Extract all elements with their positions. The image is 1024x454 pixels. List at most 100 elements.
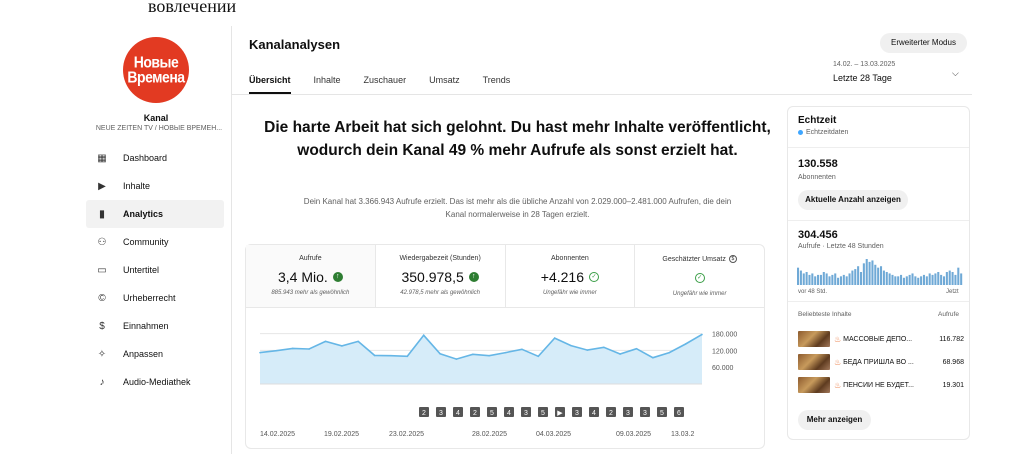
realtime-bar <box>928 273 931 285</box>
realtime-bar <box>842 274 845 285</box>
upload-marker[interactable]: 3 <box>623 407 633 417</box>
copyright-icon: © <box>98 292 106 304</box>
realtime-bar <box>891 274 894 285</box>
realtime-bar <box>848 273 851 285</box>
metric-label-wrap: Wiedergabezeit (Stunden) <box>376 255 505 262</box>
x-tick-label: 13.03.2 <box>671 431 694 438</box>
data-point <box>390 354 392 357</box>
metric-label-wrap: Abonnenten <box>506 255 635 262</box>
metric-value-row: 3,4 Mio. ↑ <box>246 269 375 285</box>
metric-card[interactable]: Abonnenten +4.216 ✓ Ungefähr wie immer <box>506 245 636 307</box>
sidebar-item-urheberrecht[interactable]: © Urheberrecht <box>86 284 224 312</box>
upload-marker[interactable]: 4 <box>589 407 599 417</box>
page-title: Kanalanalysen <box>249 37 341 52</box>
sidebar-item-label: Untertitel <box>123 265 160 275</box>
tab-inhalte[interactable]: Inhalte <box>313 75 341 85</box>
realtime-bar <box>917 277 920 285</box>
data-point <box>602 346 605 349</box>
realtime-bar <box>954 274 957 285</box>
logo-line-2: Времена <box>127 67 185 87</box>
upload-marker[interactable]: 5 <box>538 407 548 417</box>
show-current-count-button[interactable]: Aktuelle Anzahl anzeigen <box>798 190 908 210</box>
sidebar-item-inhalte[interactable]: ▶ Inhalte <box>86 172 224 200</box>
realtime-axis-right: Jetzt <box>946 289 959 295</box>
upload-marker[interactable]: 2 <box>419 407 429 417</box>
sidebar-item-untertitel[interactable]: ▭ Untertitel <box>86 256 224 284</box>
arrow-up-icon: ↑ <box>468 272 479 282</box>
sidebar-item-analytics[interactable]: ▮ Analytics <box>86 200 224 228</box>
tab-umsatz[interactable]: Umsatz <box>429 75 460 85</box>
realtime-bar <box>828 276 831 285</box>
marker-box <box>674 407 684 417</box>
show-more-button[interactable]: Mehr anzeigen <box>798 410 871 430</box>
popular-video-row[interactable]: ♨ МАССОВЫЕ ДЕПО... 116.782 <box>798 331 964 347</box>
sidebar: Новые Времена Kanal NEUE ZEITEN TV / НОВ… <box>86 26 231 454</box>
logo-line-1: Новые <box>133 52 179 72</box>
sidebar-item-anpassen[interactable]: ✧ Anpassen <box>86 340 224 368</box>
realtime-title: Echtzeit <box>798 115 837 126</box>
realtime-bar <box>871 260 874 285</box>
metric-card[interactable]: Wiedergabezeit (Stunden) 350.978,5 ↑ 42.978… <box>376 245 506 307</box>
tab-zuschauer[interactable]: Zuschauer <box>363 75 407 85</box>
upload-marker[interactable]: 6 <box>674 407 684 417</box>
chevron-down-icon[interactable]: ⌵ <box>952 68 959 78</box>
upload-marker[interactable]: 5 <box>487 407 497 417</box>
sidebar-item-label: Community <box>123 237 169 247</box>
upload-marker[interactable]: 3 <box>572 407 582 417</box>
realtime-bar <box>797 267 800 285</box>
date-range-label[interactable]: Letzte 28 Tage <box>833 73 892 83</box>
upload-marker[interactable]: 2 <box>470 407 480 417</box>
upload-marker[interactable]: 2 <box>606 407 616 417</box>
data-point <box>684 343 687 345</box>
video-views: 116.782 <box>939 335 964 343</box>
realtime-bar <box>957 267 960 285</box>
data-point <box>291 347 294 350</box>
realtime-bar <box>802 273 805 285</box>
date-range[interactable]: 14.02. – 13.03.2025 <box>833 61 896 68</box>
customize-icon: ✧ <box>97 348 107 360</box>
realtime-bar <box>811 273 814 285</box>
analytics-icon: ▮ <box>99 208 105 220</box>
realtime-bar <box>814 276 817 285</box>
marker-label: 2 <box>609 410 613 417</box>
sidebar-item-community[interactable]: ⚇ Community <box>86 228 224 256</box>
upload-marker[interactable]: 4 <box>453 407 463 417</box>
tab-übersicht[interactable]: Übersicht <box>249 68 291 94</box>
realtime-bar <box>880 266 883 285</box>
sidebar-item-einnahmen[interactable]: $ Einnahmen <box>86 312 224 340</box>
metric-card[interactable]: Aufrufe 3,4 Mio. ↑ 885.943 mehr als gewöhnl… <box>246 245 376 307</box>
subtitles-icon: ▭ <box>97 264 107 276</box>
video-thumbnail <box>798 377 830 393</box>
advanced-mode-button[interactable]: Erweiterter Modus <box>880 33 967 53</box>
realtime-bar <box>837 277 840 285</box>
marker-box <box>419 407 429 417</box>
realtime-bar <box>868 261 871 285</box>
divider <box>788 220 969 221</box>
upload-marker[interactable]: 3 <box>640 407 650 417</box>
channel-logo[interactable]: Новые Времена <box>123 37 189 103</box>
upload-marker[interactable]: ▶ <box>555 407 565 417</box>
upload-marker[interactable]: 5 <box>657 407 667 417</box>
sidebar-item-label: Einnahmen <box>123 321 169 331</box>
sidebar-item-dashboard[interactable]: ▦ Dashboard <box>86 144 224 172</box>
metric-note: 42.978,5 mehr als gewöhnlich <box>400 290 480 296</box>
realtime-bar <box>905 276 908 285</box>
x-tick-label: 28.02.2025 <box>472 431 507 438</box>
metric-card[interactable]: Geschätzter Umsatz $ ✓ Ungefähr wie immer <box>635 245 764 307</box>
marker-box <box>538 407 548 417</box>
upload-marker[interactable]: 3 <box>521 407 531 417</box>
tab-trends[interactable]: Trends <box>482 75 511 85</box>
info-icon[interactable]: $ <box>728 255 737 263</box>
sidebar-item-label: Audio-Mediathek <box>123 377 191 387</box>
sidebar-item-label: Inhalte <box>123 181 151 191</box>
data-point <box>521 348 523 351</box>
metric-label: Aufrufe <box>299 255 322 262</box>
data-point <box>472 353 474 356</box>
upload-marker[interactable]: 3 <box>436 407 446 417</box>
metric-label: Abonnenten <box>550 255 589 262</box>
upload-marker[interactable]: 4 <box>504 407 514 417</box>
sidebar-item-audio-mediathek[interactable]: ♪ Audio-Mediathek <box>86 368 224 396</box>
channel-subtitle: NEUE ZEITEN TV / НОВЫЕ ВРЕМЕН... <box>95 125 223 132</box>
popular-video-row[interactable]: ♨ БЕДА ПРИШЛА ВО ... 68.968 <box>798 354 964 370</box>
popular-video-row[interactable]: ♨ ПЕНСИЙ НЕ БУДЕТ... 19.301 <box>798 377 964 393</box>
